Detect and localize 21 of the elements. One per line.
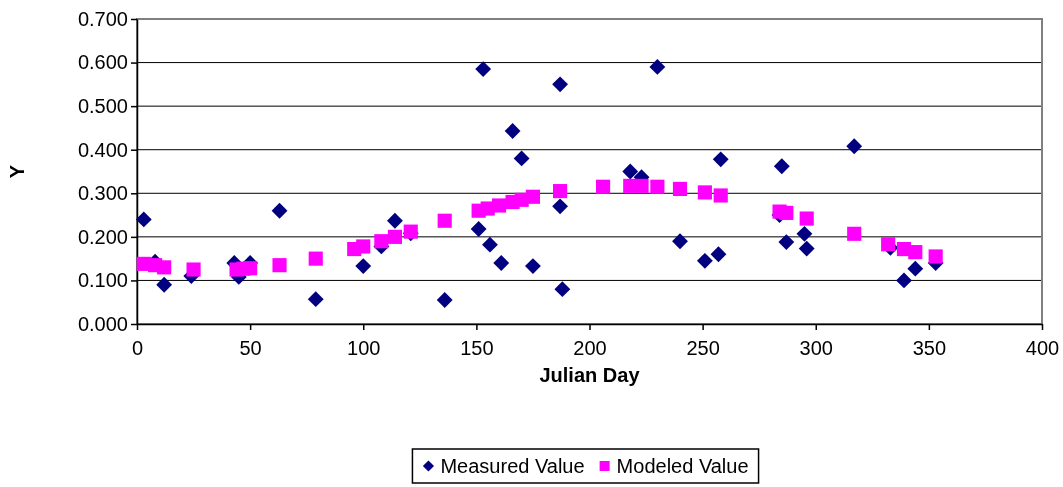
x-tick-label: 350	[912, 337, 947, 359]
x-axis-title: Julian Day	[539, 364, 641, 386]
y-tick-label: 0.600	[77, 51, 128, 74]
legend-label: Modeled Value	[616, 455, 749, 477]
y-tick-label: 0.100	[77, 269, 128, 292]
x-tick-label: 400	[1025, 337, 1060, 359]
y-tick-label: 0.700	[77, 7, 128, 30]
x-tick-label: 300	[799, 337, 833, 359]
legend-label: Measured Value	[440, 455, 585, 477]
y-tick-label: 0.400	[77, 138, 128, 161]
y-tick-label: 0.500	[77, 95, 128, 118]
x-tick-label: 100	[347, 337, 381, 359]
y-axis-title: Y	[6, 164, 28, 179]
y-tick-label: 0.200	[77, 225, 128, 248]
x-tick-label: 250	[686, 337, 720, 359]
x-tick-label: 200	[573, 337, 607, 359]
x-tick-label: 150	[460, 337, 494, 359]
x-tick-label: 50	[239, 337, 262, 359]
x-tick-label: 0	[131, 337, 144, 359]
y-tick-label: 0.300	[77, 182, 128, 205]
y-tick-label: 0.000	[77, 312, 128, 335]
